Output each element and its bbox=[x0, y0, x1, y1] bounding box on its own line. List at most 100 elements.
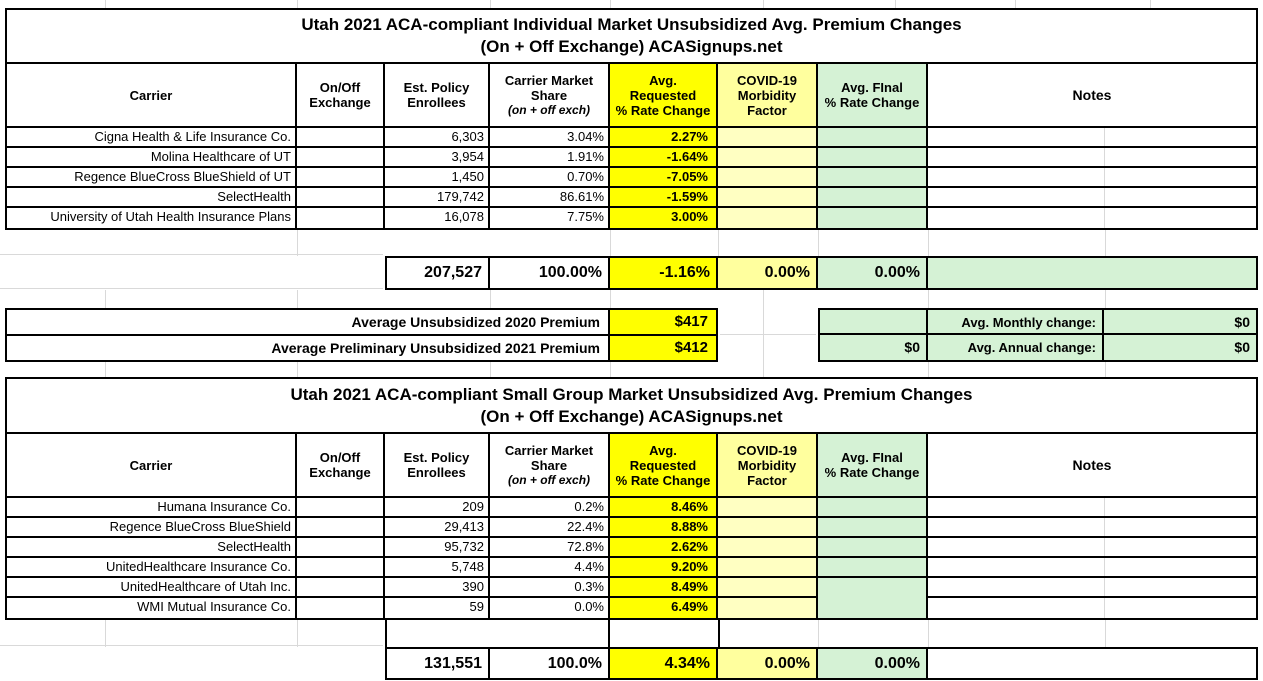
market-share-cell: 4.4% bbox=[490, 558, 610, 578]
avg-2020-premium-value: $417 bbox=[610, 310, 716, 334]
final-rate-cell bbox=[818, 598, 928, 618]
gridline bbox=[928, 290, 929, 308]
carrier-header: Carrier bbox=[7, 64, 297, 128]
enrollees-cell: 209 bbox=[385, 498, 490, 518]
requested-rate-cell: -1.59% bbox=[610, 188, 718, 208]
carrier-cell: Humana Insurance Co. bbox=[7, 498, 297, 518]
market-share-cell: 3.04% bbox=[490, 128, 610, 148]
requested-rate-cell: 2.62% bbox=[610, 538, 718, 558]
market-share-cell: 0.3% bbox=[490, 578, 610, 598]
small-group-table-title: Utah 2021 ACA-compliant Small Group Mark… bbox=[7, 379, 1256, 434]
covid-factor-cell bbox=[718, 518, 818, 538]
gridline bbox=[610, 362, 611, 377]
avg-2021-premium-label: Average Preliminary Unsubsidized 2021 Pr… bbox=[7, 336, 610, 360]
gridline bbox=[763, 362, 764, 377]
total-share-cell: 100.0% bbox=[490, 649, 610, 678]
individual-market-table: Utah 2021 ACA-compliant Individual Marke… bbox=[5, 8, 1258, 230]
notes-cell bbox=[928, 598, 1256, 618]
final-rate-cell bbox=[818, 148, 928, 168]
small-group-market-table: Utah 2021 ACA-compliant Small Group Mark… bbox=[5, 377, 1258, 620]
exchange-cell bbox=[297, 598, 385, 618]
notes-cell bbox=[928, 168, 1256, 188]
annual-change-value: $0 bbox=[1104, 335, 1256, 360]
exchange-header: On/Off Exchange bbox=[297, 64, 385, 128]
table-row: SelectHealth 179,742 86.61% -1.59% bbox=[7, 188, 1256, 208]
table-row: WMI Mutual Insurance Co. 59 0.0% 6.49% bbox=[7, 598, 1256, 618]
table-row: Cigna Health & Life Insurance Co. 6,303 … bbox=[7, 128, 1256, 148]
final-rate-header: Avg. FInal % Rate Change bbox=[818, 434, 928, 498]
gridline bbox=[297, 620, 298, 647]
gridline bbox=[1105, 230, 1106, 256]
final-rate-cell bbox=[818, 498, 928, 518]
exchange-header: On/Off Exchange bbox=[297, 434, 385, 498]
exchange-cell bbox=[297, 208, 385, 228]
individual-table-title: Utah 2021 ACA-compliant Individual Marke… bbox=[7, 10, 1256, 64]
final-rate-cell bbox=[818, 518, 928, 538]
final-rate-cell bbox=[818, 188, 928, 208]
gridline bbox=[720, 334, 816, 335]
avg-2020-premium-label: Average Unsubsidized 2020 Premium bbox=[7, 310, 610, 334]
carrier-cell: UnitedHealthcare Insurance Co. bbox=[7, 558, 297, 578]
market-share-cell: 7.75% bbox=[490, 208, 610, 228]
total-covid-cell: 0.00% bbox=[718, 649, 818, 678]
gridline bbox=[297, 290, 298, 308]
individual-totals-row: 207,527 100.00% -1.16% 0.00% 0.00% bbox=[385, 256, 1258, 290]
enrollees-header: Est. Policy Enrollees bbox=[385, 434, 490, 498]
covid-factor-cell bbox=[718, 168, 818, 188]
gridline bbox=[297, 362, 298, 377]
covid-factor-cell bbox=[718, 578, 818, 598]
enrollees-cell: 390 bbox=[385, 578, 490, 598]
carrier-cell: Molina Healthcare of UT bbox=[7, 148, 297, 168]
covid-factor-cell bbox=[718, 188, 818, 208]
requested-rate-cell: -1.64% bbox=[610, 148, 718, 168]
gridline bbox=[928, 230, 929, 256]
gridline bbox=[818, 620, 819, 647]
carrier-header: Carrier bbox=[7, 434, 297, 498]
avg-2021-premium-value: $412 bbox=[610, 336, 716, 360]
enrollees-cell: 95,732 bbox=[385, 538, 490, 558]
market-share-cell: 86.61% bbox=[490, 188, 610, 208]
requested-rate-cell: 8.46% bbox=[610, 498, 718, 518]
carrier-cell: SelectHealth bbox=[7, 538, 297, 558]
requested-rate-cell: 9.20% bbox=[610, 558, 718, 578]
covid-factor-header: COVID-19 Morbidity Factor bbox=[718, 434, 818, 498]
table-row: Humana Insurance Co. 209 0.2% 8.46% bbox=[7, 498, 1256, 518]
requested-rate-cell: -7.05% bbox=[610, 168, 718, 188]
gridline bbox=[1105, 290, 1106, 308]
final-rate-cell bbox=[818, 578, 928, 598]
title-line-2: (On + Off Exchange) ACASignups.net bbox=[480, 37, 783, 56]
notes-header: Notes bbox=[928, 64, 1256, 128]
enrollees-cell: 16,078 bbox=[385, 208, 490, 228]
total-notes-cell bbox=[928, 258, 1256, 288]
enrollees-cell: 29,413 bbox=[385, 518, 490, 538]
final-rate-cell bbox=[818, 168, 928, 188]
carrier-cell: University of Utah Health Insurance Plan… bbox=[7, 208, 297, 228]
annual-change-label: Avg. Annual change: bbox=[928, 335, 1104, 360]
gridline bbox=[490, 0, 491, 8]
exchange-cell bbox=[297, 578, 385, 598]
covid-factor-cell bbox=[718, 148, 818, 168]
total-requested-cell: -1.16% bbox=[610, 258, 718, 288]
notes-header: Notes bbox=[928, 434, 1256, 498]
empty-cell bbox=[385, 618, 612, 649]
gridline bbox=[763, 290, 764, 308]
gridline bbox=[610, 290, 611, 308]
market-share-cell: 22.4% bbox=[490, 518, 610, 538]
market-share-cell: 0.2% bbox=[490, 498, 610, 518]
gridline bbox=[1105, 362, 1106, 377]
title-line-2: (On + Off Exchange) ACASignups.net bbox=[480, 406, 783, 426]
gridline bbox=[0, 288, 383, 289]
gridline bbox=[1150, 0, 1151, 8]
market-share-header-text: Carrier Market Share bbox=[504, 443, 594, 473]
covid-factor-header: COVID-19 Morbidity Factor bbox=[718, 64, 818, 128]
notes-cell bbox=[928, 188, 1256, 208]
exchange-cell bbox=[297, 498, 385, 518]
carrier-cell: SelectHealth bbox=[7, 188, 297, 208]
enrollees-cell: 6,303 bbox=[385, 128, 490, 148]
market-share-cell: 1.91% bbox=[490, 148, 610, 168]
gridline bbox=[610, 230, 611, 256]
requested-rate-cell: 3.00% bbox=[610, 208, 718, 228]
final-rate-header: Avg. FInal % Rate Change bbox=[818, 64, 928, 128]
gridline bbox=[818, 230, 819, 256]
table-row: UnitedHealthcare Insurance Co. 5,748 4.4… bbox=[7, 558, 1256, 578]
